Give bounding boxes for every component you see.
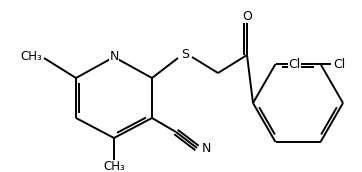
Text: S: S — [181, 49, 189, 62]
Text: CH₃: CH₃ — [20, 51, 42, 63]
Text: O: O — [242, 9, 252, 23]
Text: N: N — [202, 142, 211, 155]
Text: Cl: Cl — [333, 57, 346, 71]
Text: N: N — [109, 51, 119, 63]
Text: Cl: Cl — [289, 57, 301, 71]
Text: CH₃: CH₃ — [103, 160, 125, 172]
